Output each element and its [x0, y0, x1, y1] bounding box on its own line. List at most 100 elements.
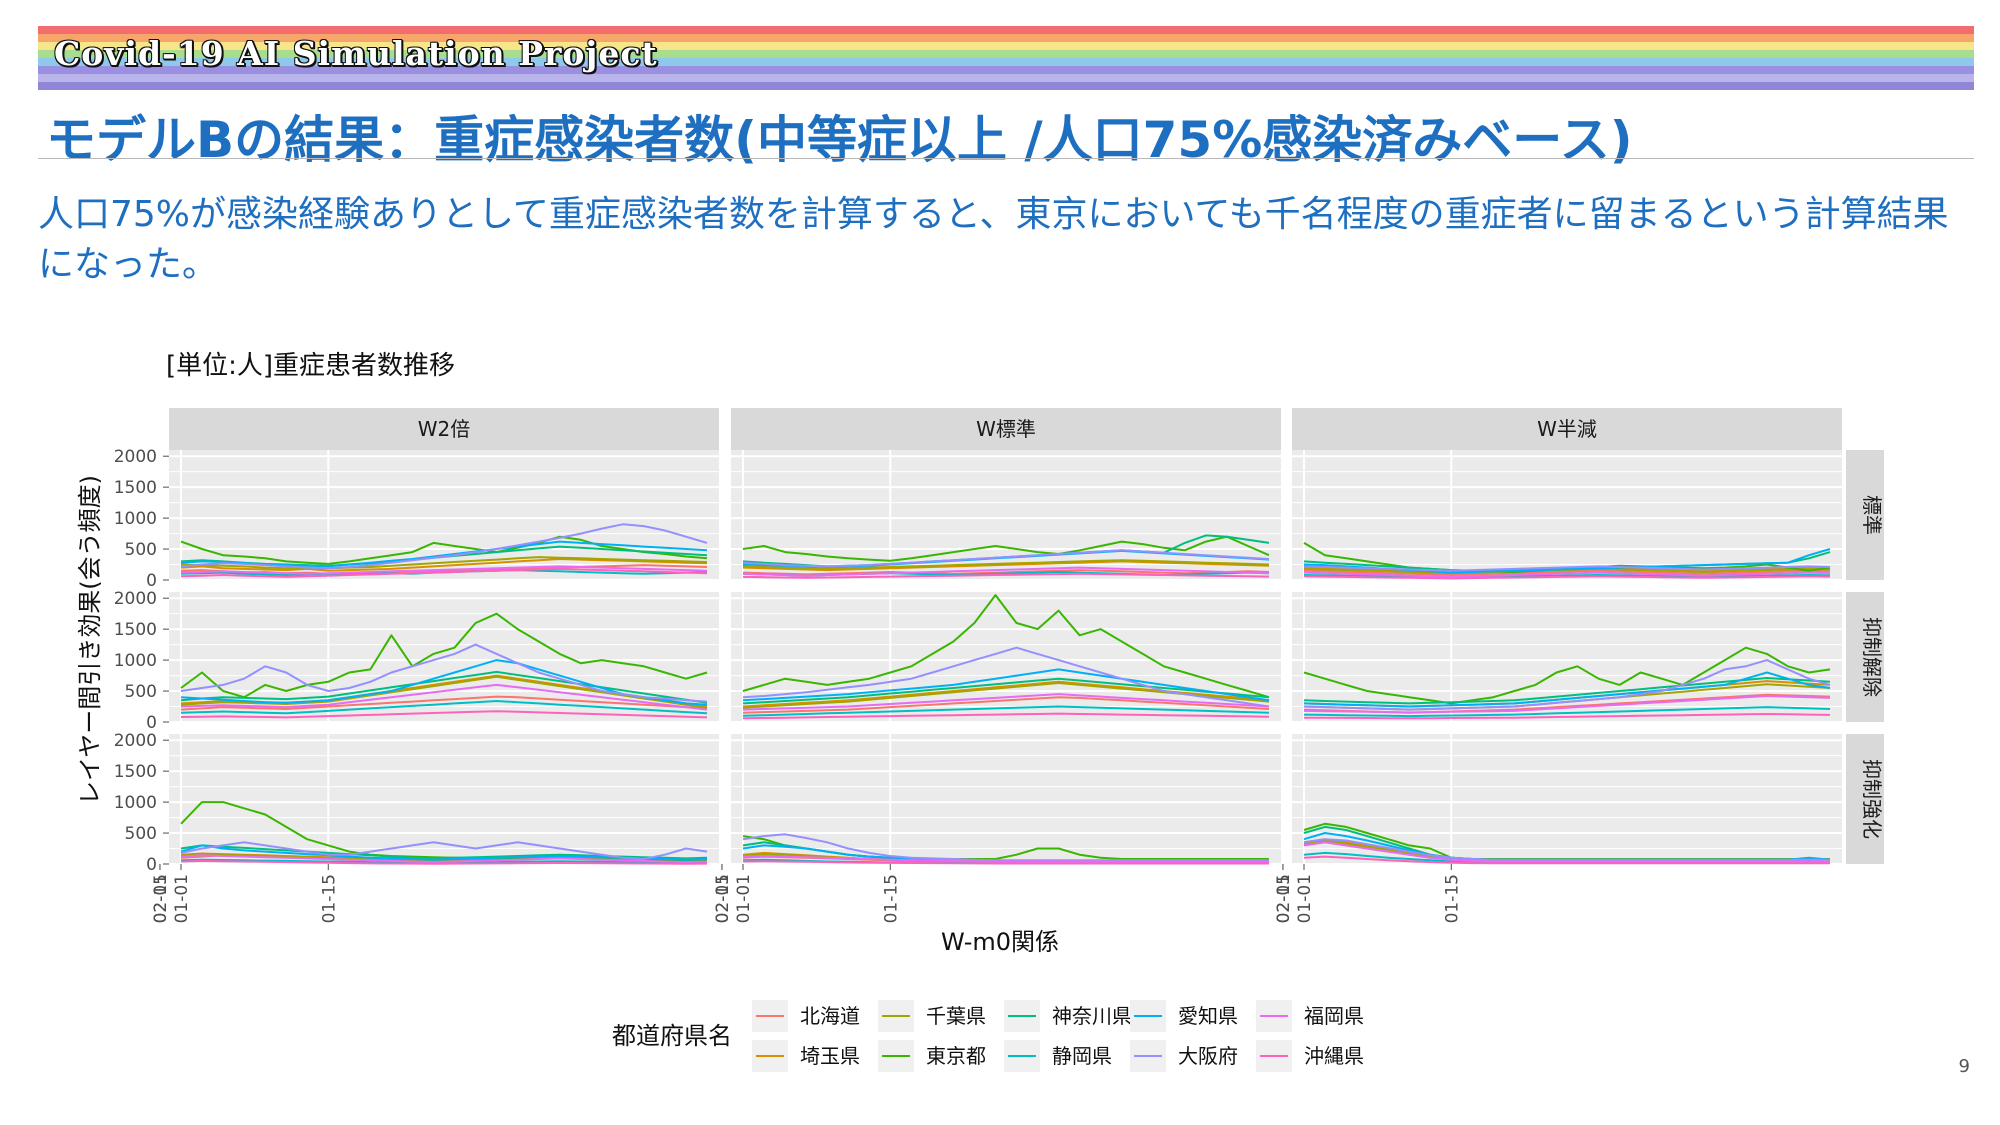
panel-background — [731, 734, 1281, 864]
legend-item-label: 埼玉県 — [800, 1044, 860, 1068]
y-tick-label: 500 — [125, 682, 157, 702]
series-line — [180, 643, 708, 703]
series-line — [1303, 713, 1831, 720]
x-tick-label: 01-01 — [734, 874, 754, 923]
y-tick-label: 0 — [146, 571, 157, 591]
series-line — [742, 668, 1270, 702]
series-line — [180, 567, 708, 578]
rainbow-stripe — [38, 42, 1974, 50]
series-line — [180, 683, 708, 711]
series-line — [742, 712, 1270, 720]
x-tick-label: 01-15 — [1442, 874, 1462, 923]
y-tick-label: 1500 — [114, 478, 157, 498]
x-tick-label: 02-15 — [151, 874, 171, 923]
facet-row-label: 標準 — [1860, 495, 1884, 535]
x-tick-label: 01-01 — [172, 874, 192, 923]
rainbow-stripe — [38, 82, 1974, 90]
series-line — [1303, 565, 1831, 572]
facet-column-label: W2倍 — [418, 417, 471, 441]
series-line — [742, 559, 1270, 570]
chart-title: [単位:人]重症患者数推移 — [166, 351, 455, 381]
series-line — [1303, 574, 1831, 579]
series-line — [1303, 671, 1831, 708]
x-tick-label: 02-01 — [1274, 874, 1294, 923]
project-title: Covid-19 AI Simulation Project — [54, 34, 658, 73]
y-tick-label: 1000 — [114, 793, 157, 813]
chart-panels: W2倍 W標準 W半減標準抑制解除抑制強化050010001500200005001… — [114, 408, 1884, 923]
x-tick-label: 01-15 — [319, 874, 339, 923]
y-axis-label: レイヤー間引き効果(会う頻度) — [76, 475, 104, 805]
facet-row-label: 抑制強化 — [1860, 759, 1884, 839]
series-line — [1303, 695, 1831, 714]
series-line — [742, 833, 1269, 862]
rainbow-stripe — [38, 74, 1974, 82]
x-tick-label: 02-15 — [1274, 874, 1294, 923]
series-line — [742, 855, 1269, 863]
x-tick-label: 02-01 — [713, 874, 733, 923]
series-line — [742, 569, 1270, 576]
facet-column-label: W標準 — [976, 417, 1036, 441]
title-divider — [38, 158, 1974, 159]
facet-row-strip — [1846, 734, 1884, 864]
series-line — [180, 565, 708, 575]
legend-item-label: 沖縄県 — [1304, 1044, 1364, 1068]
series-line — [1303, 855, 1830, 865]
y-tick-label: 1500 — [114, 620, 157, 640]
series-line — [180, 523, 708, 570]
series-line — [1303, 571, 1831, 578]
series-line — [742, 535, 1270, 562]
legend-item-label: 静岡県 — [1052, 1044, 1112, 1068]
series-line — [742, 646, 1270, 708]
y-tick-label: 500 — [125, 540, 157, 560]
facet-column-strip — [169, 408, 719, 450]
legend-item-label: 愛知県 — [1178, 1004, 1238, 1028]
x-tick-label: 01-15 — [881, 874, 901, 923]
series-line — [742, 549, 1270, 568]
x-tick-label: 02-01 — [151, 874, 171, 923]
y-tick-label: 2000 — [114, 589, 157, 609]
rainbow-stripe — [38, 58, 1974, 66]
y-tick-label: 0 — [146, 713, 157, 733]
series-line — [1303, 575, 1831, 580]
y-tick-label: 1500 — [114, 762, 157, 782]
facet-column-label: W半減 — [1537, 417, 1597, 441]
slide-title: モデルBの結果：重症感染者数(中等症以上 /人口75%感染済みベース) — [46, 111, 1633, 169]
y-tick-label: 500 — [125, 824, 157, 844]
series-line — [742, 560, 1270, 572]
series-line — [742, 860, 1269, 865]
series-line — [1303, 841, 1830, 863]
y-tick-label: 2000 — [114, 731, 157, 751]
series-line — [180, 700, 708, 715]
series-line — [742, 693, 1270, 711]
series-line — [742, 572, 1270, 579]
x-axis-label: W-m0関係 — [941, 928, 1059, 956]
y-tick-label: 1000 — [114, 651, 157, 671]
facet-column-strip — [1292, 408, 1842, 450]
series-line — [1303, 838, 1830, 861]
series-line — [180, 859, 708, 865]
slide-body-text: 人口75%が感染経験ありとして重症感染者数を計算すると、東京においても千名程度の… — [38, 194, 1949, 285]
rainbow-stripe — [38, 26, 1974, 34]
series-line — [742, 594, 1270, 699]
rainbow-header-band — [38, 26, 1974, 90]
facet-row-strip — [1846, 450, 1884, 580]
series-line — [180, 841, 708, 860]
series-line — [1303, 569, 1831, 576]
series-line — [1303, 659, 1831, 711]
series-line — [180, 612, 708, 699]
rainbow-stripe — [38, 34, 1974, 42]
x-tick-label: 02-15 — [713, 874, 733, 923]
panel-background — [1292, 450, 1842, 580]
legend-item-label: 東京都 — [926, 1044, 986, 1068]
rainbow-stripe — [38, 50, 1974, 58]
y-tick-label: 1000 — [114, 509, 157, 529]
x-tick-label: 01-01 — [1295, 874, 1315, 923]
legend-item-label: 北海道 — [800, 1004, 860, 1028]
facet-row-strip — [1846, 592, 1884, 722]
series-line — [742, 566, 1270, 577]
series-line — [180, 710, 708, 719]
legend-item-label: 神奈川県 — [1052, 1004, 1132, 1028]
series-line — [742, 705, 1270, 717]
